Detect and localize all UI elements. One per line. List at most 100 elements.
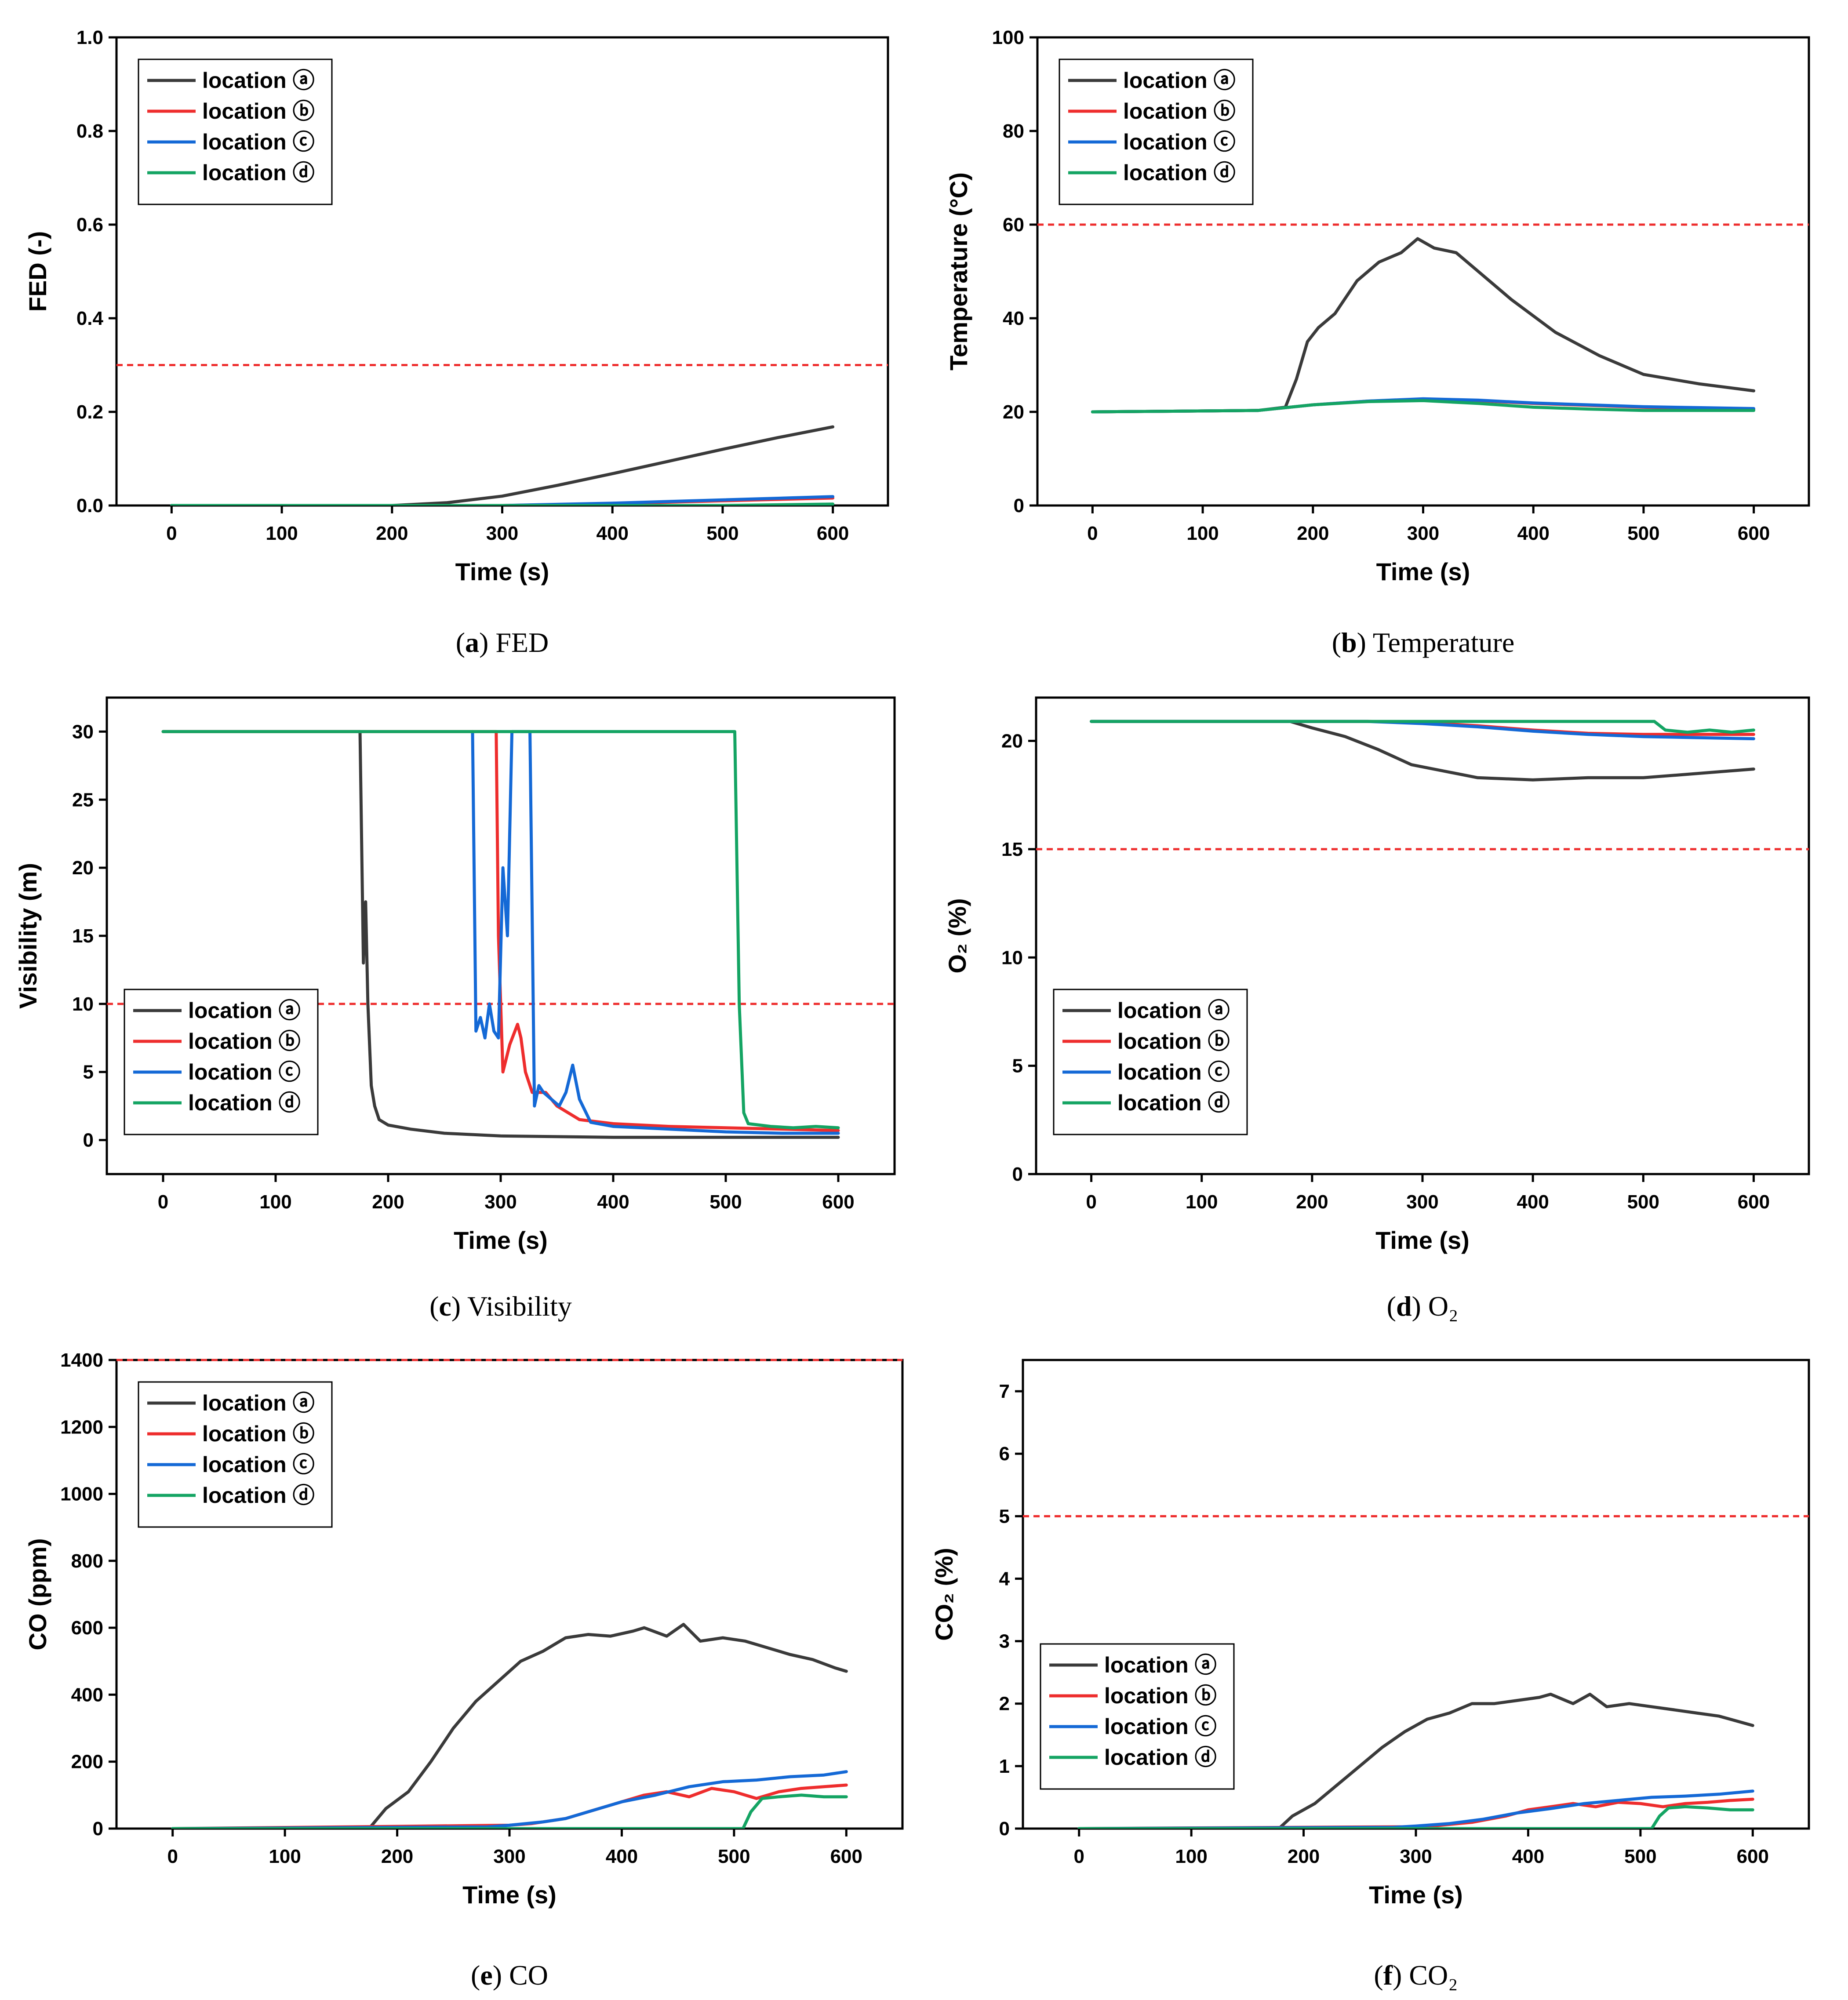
x-tick-label: 200 — [1297, 523, 1329, 544]
y-tick-label: 40 — [1003, 308, 1024, 329]
x-axis-label: Time (s) — [462, 1881, 557, 1909]
x-tick-label: 200 — [381, 1846, 413, 1867]
y-axis-label: CO (ppm) — [24, 1538, 51, 1650]
x-tick-label: 600 — [817, 523, 849, 544]
data-series-group — [171, 1623, 848, 1829]
legend-label: location ⓓ — [1123, 160, 1236, 185]
legend-box — [1053, 989, 1248, 1135]
x-tick-label: 300 — [1400, 1846, 1432, 1867]
x-tick-label: 0 — [1086, 1191, 1096, 1213]
x-tick-label: 500 — [718, 1846, 750, 1867]
series-line-d — [170, 502, 835, 505]
series-line-a — [1090, 720, 1755, 782]
y-tick-label: 800 — [71, 1550, 103, 1572]
x-tick-label: 100 — [259, 1191, 291, 1213]
x-tick-label: 600 — [1738, 1191, 1770, 1213]
x-tick-label: 600 — [1738, 523, 1770, 544]
data-series-group — [1091, 237, 1756, 414]
y-tick-label: 1 — [999, 1756, 1010, 1777]
x-tick-label: 200 — [372, 1191, 404, 1213]
legend-label: location ⓒ — [188, 1060, 301, 1084]
x-tick-label: 400 — [597, 523, 629, 544]
series-line-b — [1077, 1797, 1754, 1829]
y-axis-label: O₂ (%) — [943, 898, 971, 973]
legend-label: location ⓓ — [202, 160, 315, 185]
x-tick-label: 500 — [709, 1191, 742, 1213]
chart-panel-e: 0 100 200 300 400 500 600 0 200 400 600 800 1000 1200… — [24, 1349, 904, 1991]
y-tick-label: 100 — [992, 27, 1024, 48]
x-tick-label: 0 — [1073, 1846, 1084, 1867]
legend-label: location ⓓ — [188, 1091, 301, 1115]
legend-label: location ⓒ — [1117, 1060, 1230, 1084]
y-tick-label: 0.6 — [76, 214, 103, 236]
series-line-c — [170, 495, 835, 505]
chart-panel-d: 0 100 200 300 400 500 600 0 5 10 15 20 Time (s) O₂ (%… — [943, 696, 1810, 1322]
panel-caption: (e) CO — [471, 1960, 548, 1991]
y-tick-label: 0.2 — [76, 401, 103, 423]
legend: location ⓐ location ⓑ location ⓒ location ⓓ — [1059, 58, 1254, 205]
series-line-c — [1090, 720, 1755, 741]
x-tick-label: 500 — [1627, 1191, 1659, 1213]
x-tick-label: 600 — [822, 1191, 854, 1213]
y-tick-label: 0.8 — [76, 120, 103, 142]
y-tick-label: 1200 — [60, 1416, 103, 1438]
y-tick-label: 0 — [93, 1818, 103, 1840]
y-axis-label: Temperature (°C) — [945, 172, 972, 371]
y-tick-label: 4 — [999, 1568, 1010, 1589]
series-line-a — [170, 425, 835, 505]
legend-label: location ⓒ — [1123, 130, 1236, 154]
y-tick-label: 0.4 — [76, 308, 104, 329]
x-tick-label: 0 — [158, 1191, 168, 1213]
data-series-group — [1090, 720, 1755, 782]
x-tick-label: 300 — [484, 1191, 517, 1213]
y-tick-label: 7 — [999, 1381, 1010, 1402]
y-tick-label: 0.0 — [76, 495, 103, 516]
legend-label: location ⓑ — [202, 1422, 315, 1446]
legend-label: location ⓑ — [188, 1029, 301, 1054]
legend-box — [138, 1381, 333, 1528]
x-tick-label: 400 — [1517, 1191, 1549, 1213]
y-tick-label: 1400 — [60, 1349, 103, 1371]
y-tick-label: 0 — [999, 1818, 1010, 1840]
x-tick-label: 400 — [1512, 1846, 1544, 1867]
legend-box — [1059, 58, 1254, 205]
x-tick-label: 500 — [706, 523, 738, 544]
y-tick-label: 0 — [1014, 495, 1024, 516]
panel-caption: (f) CO₂ — [1374, 1960, 1458, 1991]
chart-panel-c: 0 100 200 300 400 500 600 0 5 10 15 20 25 30 Time (s) V… — [14, 696, 896, 1322]
legend: location ⓐ location ⓑ location ⓒ location ⓓ — [1053, 989, 1248, 1135]
y-tick-label: 2 — [999, 1693, 1010, 1715]
series-line-a — [161, 730, 840, 1139]
x-axis-label: Time (s) — [455, 558, 549, 585]
y-tick-label: 1.0 — [76, 27, 103, 48]
x-tick-label: 300 — [493, 1846, 525, 1867]
x-axis-label: Time (s) — [1376, 558, 1470, 585]
x-axis-label: Time (s) — [454, 1226, 548, 1254]
x-axis-label: Time (s) — [1369, 1881, 1463, 1909]
y-tick-label: 20 — [72, 857, 94, 879]
y-tick-label: 3 — [999, 1631, 1010, 1652]
x-tick-label: 500 — [1624, 1846, 1656, 1867]
x-tick-label: 400 — [597, 1191, 629, 1213]
legend-label: location ⓒ — [1104, 1714, 1217, 1739]
panel-caption: (d) O₂ — [1387, 1291, 1459, 1322]
series-line-d — [1090, 720, 1755, 734]
y-tick-label: 15 — [72, 925, 94, 947]
chart-panel-a: 0 100 200 300 400 500 600 0.0 0.2 0.4 0.6 0.8 1.0 Tim… — [24, 27, 889, 658]
panel-caption: (a) FED — [456, 627, 549, 658]
y-tick-label: 0 — [1012, 1164, 1023, 1185]
x-tick-label: 0 — [1087, 523, 1098, 544]
x-axis-label: Time (s) — [1375, 1226, 1470, 1254]
x-tick-label: 300 — [1406, 1191, 1438, 1213]
legend-label: location ⓒ — [202, 1452, 315, 1477]
legend-label: location ⓓ — [202, 1483, 315, 1508]
legend-label: location ⓐ — [202, 68, 315, 93]
x-tick-label: 600 — [1737, 1846, 1769, 1867]
legend-label: location ⓑ — [1104, 1684, 1217, 1708]
y-tick-label: 60 — [1003, 214, 1024, 236]
legend-box — [124, 989, 319, 1135]
y-tick-label: 200 — [71, 1751, 103, 1773]
y-tick-label: 20 — [1003, 401, 1024, 423]
legend: location ⓐ location ⓑ location ⓒ location ⓓ — [138, 1381, 333, 1528]
y-tick-label: 5 — [83, 1062, 94, 1083]
